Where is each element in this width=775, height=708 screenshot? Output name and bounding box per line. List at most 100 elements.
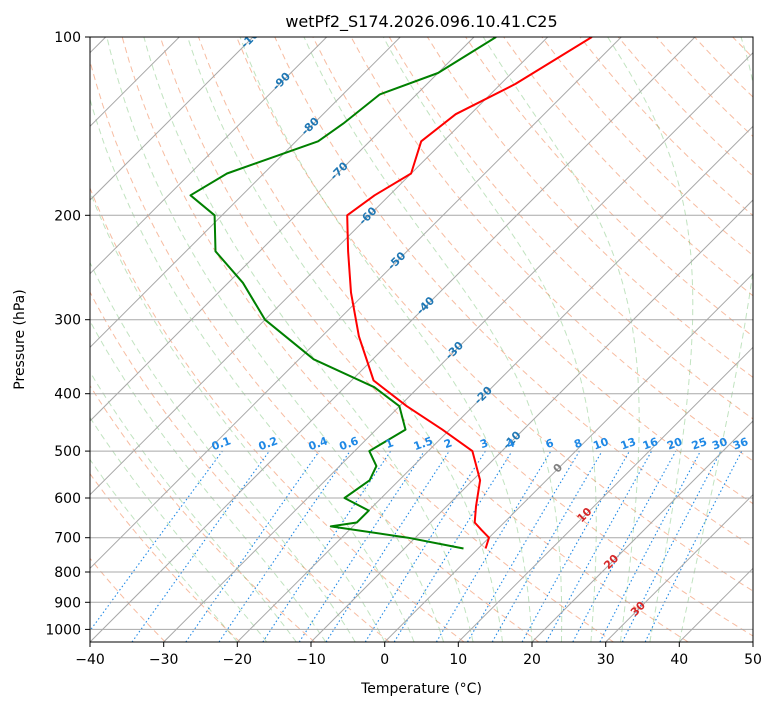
mixing-ratio-line [644,450,743,642]
dry-adiabat-line [465,37,753,338]
mixing-ratio-label: 20 [665,435,684,453]
mixing-ratio-line [393,450,513,642]
moist-adiabat-line [382,37,597,642]
isotherm-gridline [90,37,696,642]
isotherm-gridline [163,51,753,642]
moist-adiabat-line [482,37,640,642]
y-tick-label: 500 [54,444,81,460]
dry-adiabat-line [90,186,465,642]
isotherm-gridline [310,199,753,642]
mixing-ratio-label: 8 [572,436,584,451]
moist-adiabat-line [90,370,297,642]
mixing-ratio-label: 4 [505,436,517,451]
dry-adiabat-line [90,472,241,642]
y-tick-label: 700 [54,531,81,547]
moist-adiabat-line [106,37,445,642]
dry-adiabat-line [503,37,753,297]
mixing-ratio-line [521,450,630,642]
isotherm-gridline [90,37,549,496]
dry-adiabat-line [159,37,689,642]
mixing-ratio-line [90,450,223,632]
mixing-ratio-lines [90,450,743,642]
x-tick-label: −10 [296,652,326,668]
y-tick-label: 200 [54,208,81,224]
mixing-ratio-label: 6 [544,436,556,451]
isotherm-gridline [90,37,328,275]
pressure-gridlines [90,37,753,630]
isotherm-gridline [90,37,475,422]
mixing-ratio-label: 0.4 [307,434,330,453]
y-tick-label: 400 [54,387,81,403]
chart-title: wetPf2_S174.2026.096.10.41.C25 [285,12,557,32]
mixing-ratio-line [545,450,653,642]
mixing-ratio-label: 13 [619,435,638,452]
moist-adiabat-line [143,37,474,642]
mixing-ratio-label: 10 [591,435,610,453]
isotherm-gridline [457,346,753,642]
isotherm-gridline [236,125,753,642]
dry-adiabat-line [388,37,753,420]
isotherm-gridline [90,37,254,201]
x-tick-label: −40 [75,652,105,668]
dry-adiabat-line [274,37,753,548]
mixing-ratio-label: 36 [731,435,750,453]
plot-frame [89,36,754,643]
dry-adiabat-line [312,37,753,505]
moist-adiabat-line [90,261,356,642]
mixing-ratio-label: 25 [690,435,709,452]
mixing-ratio-label: 30 [710,435,729,453]
moist-adiabat-line [678,37,753,642]
y-axis-ticks: 100 200 300 400 500 600 700 800 900 1000 [45,30,90,638]
isotherm-gridlines [90,37,753,642]
mixing-ratio-line [572,450,677,642]
moist-adiabat-line [90,416,268,642]
dry-adiabat-line [236,37,753,592]
dry-adiabat-line [426,37,753,378]
y-tick-label: 1000 [45,622,81,638]
x-tick-label: −30 [149,652,179,668]
y-tick-label: 300 [54,313,81,329]
y-tick-label: 600 [54,491,81,507]
x-tick-label: 50 [744,652,762,668]
y-tick-label: 800 [54,565,81,581]
mixing-ratio-label: 2 [442,436,454,451]
x-axis-ticks: −40 −30 −20 −10 0 10 20 30 40 50 [75,642,762,668]
mixing-ratio-line [325,450,450,642]
y-tick-label: 900 [54,595,81,611]
moist-adiabat-line [239,37,533,642]
mixing-ratio-line [298,450,425,642]
x-tick-label: −20 [223,652,253,668]
y-tick-label: 100 [54,30,81,46]
dry-adiabat-line [350,37,753,462]
dry-adiabats [90,37,753,642]
mixing-ratio-label: 0.2 [257,434,280,453]
mixing-ratio-label: 1 [384,436,396,451]
isotherm-gridline [531,420,753,642]
y-axis-title: Pressure (hPa) [12,289,28,389]
dry-adiabat-line [90,291,390,642]
isotherm-gridline [90,37,622,570]
mixing-ratio-line [218,450,351,642]
mixing-ratio-label: 16 [641,435,660,453]
dry-adiabat-line [90,384,316,642]
plot-area: -100-90-80-70-60-50-40-30-20-10010203040… [90,37,753,642]
moist-adiabat-line [90,458,238,642]
profile-line [189,37,497,550]
moist-adiabat-line [90,190,386,642]
mixing-ratio-label: 3 [478,436,490,451]
x-tick-label: 20 [523,652,541,668]
isotherm-gridline [605,493,753,642]
moist-adiabat-line [607,37,694,642]
moist-adiabat-line [187,37,503,642]
dry-adiabat-line [121,37,614,642]
mixing-ratio-line [185,450,320,642]
x-tick-label: 10 [449,652,467,668]
moist-adiabat-line [90,320,327,642]
isotherm-gridline [90,37,401,349]
mixing-ratio-line [131,450,270,642]
mixing-ratio-line [262,450,392,642]
moist-adiabat-line [303,37,563,642]
profile-series [189,37,593,550]
isotherm-gridline [384,272,753,642]
